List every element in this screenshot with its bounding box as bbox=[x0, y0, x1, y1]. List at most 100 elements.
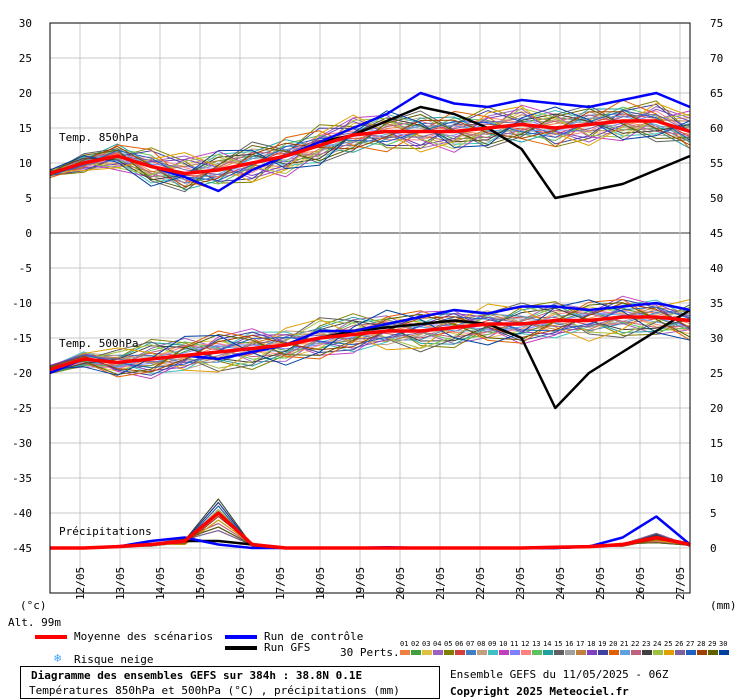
left-tick-label: -5 bbox=[19, 262, 32, 275]
pert-line-850 bbox=[49, 114, 691, 173]
pert-swatch bbox=[532, 650, 542, 655]
pert-label: 11 bbox=[510, 640, 519, 648]
pert-label: 26 bbox=[675, 640, 684, 648]
pert-swatch bbox=[554, 650, 564, 655]
left-tick-label: -10 bbox=[12, 297, 32, 310]
plot-frame bbox=[49, 22, 691, 594]
legend-snow-label: Risque neige bbox=[74, 653, 154, 666]
right-tick-label: 20 bbox=[710, 402, 723, 415]
pert-swatch bbox=[620, 650, 630, 655]
pert-label: 20 bbox=[609, 640, 618, 648]
chart-labels: 12/05 13/05 14/05 15/05 16/05 17/05 18/05 19/05… bbox=[8, 17, 737, 629]
pert-swatch bbox=[719, 650, 729, 655]
pert-label: 16 bbox=[565, 640, 574, 648]
pert-line-500 bbox=[49, 299, 691, 373]
left-tick-label: 25 bbox=[19, 52, 32, 65]
pert-line-500 bbox=[49, 307, 691, 373]
pert-label: 07 bbox=[466, 640, 475, 648]
pert-label: 18 bbox=[587, 640, 596, 648]
pert-label: 12 bbox=[521, 640, 530, 648]
right-tick-label: 15 bbox=[710, 437, 723, 450]
pert-swatch bbox=[477, 650, 487, 655]
pert-label: 05 bbox=[444, 640, 453, 648]
chart-grid bbox=[50, 22, 690, 593]
date-label: 14/05 bbox=[154, 567, 167, 600]
pert-label: 24 bbox=[653, 640, 662, 648]
date-label: 27/05 bbox=[674, 567, 687, 600]
pert-line-500 bbox=[49, 299, 691, 376]
chart-title: Diagramme des ensembles GEFS sur 384h : … bbox=[31, 669, 363, 682]
pert-swatch bbox=[686, 650, 696, 655]
right-axis-unit: (mm) bbox=[710, 599, 737, 612]
pert-line-850 bbox=[49, 113, 691, 181]
mean-line-precip bbox=[50, 511, 691, 550]
chart-subtitle: Températures 850hPa et 500hPa (°C) , pré… bbox=[29, 684, 400, 697]
pert-label: 01 bbox=[400, 640, 409, 648]
pert-swatch bbox=[422, 650, 432, 655]
pert-swatch bbox=[587, 650, 597, 655]
left-tick-label: -20 bbox=[12, 367, 32, 380]
pert-swatch bbox=[631, 650, 641, 655]
right-tick-label: 35 bbox=[710, 297, 723, 310]
left-tick-label: -30 bbox=[12, 437, 32, 450]
panel-label-500: Temp. 500hPa bbox=[59, 337, 138, 350]
legend-control-label: Run de contrôle bbox=[264, 630, 364, 643]
left-tick-label: -40 bbox=[12, 507, 32, 520]
perturbation-lines bbox=[49, 99, 691, 549]
left-tick-label: 5 bbox=[25, 192, 32, 205]
perts-label: 30 Perts. bbox=[340, 646, 400, 659]
pert-label: 23 bbox=[642, 640, 651, 648]
pert-swatch bbox=[543, 650, 553, 655]
date-label: 16/05 bbox=[234, 567, 247, 600]
legend-mean-swatch bbox=[35, 635, 67, 639]
pert-line-500 bbox=[49, 306, 691, 369]
pert-swatch bbox=[521, 650, 531, 655]
right-tick-label: 75 bbox=[710, 17, 723, 30]
pert-swatch bbox=[576, 650, 586, 655]
date-label: 24/05 bbox=[554, 567, 567, 600]
pert-swatch bbox=[444, 650, 454, 655]
pert-swatch bbox=[664, 650, 674, 655]
pert-swatch bbox=[411, 650, 421, 655]
pert-swatch bbox=[455, 650, 465, 655]
mean-line-850 bbox=[49, 119, 691, 176]
date-label: 20/05 bbox=[394, 567, 407, 600]
date-label: 17/05 bbox=[274, 567, 287, 600]
right-tick-label: 70 bbox=[710, 52, 723, 65]
info-box: Diagramme des ensembles GEFS sur 384h : … bbox=[20, 666, 440, 699]
pert-swatch bbox=[642, 650, 652, 655]
right-tick-label: 30 bbox=[710, 332, 723, 345]
left-tick-label: -35 bbox=[12, 472, 32, 485]
right-tick-label: 0 bbox=[710, 542, 717, 555]
pert-label: 21 bbox=[620, 640, 629, 648]
run-info: Ensemble GEFS du 11/05/2025 - 06Z bbox=[450, 668, 669, 681]
right-tick-label: 60 bbox=[710, 122, 723, 135]
right-tick-label: 10 bbox=[710, 472, 723, 485]
pert-swatch bbox=[653, 650, 663, 655]
pert-label: 13 bbox=[532, 640, 541, 648]
date-label: 23/05 bbox=[514, 567, 527, 600]
pert-swatch bbox=[499, 650, 509, 655]
pert-line-850 bbox=[49, 102, 691, 183]
right-tick-label: 40 bbox=[710, 262, 723, 275]
pert-swatch bbox=[609, 650, 619, 655]
right-tick-label: 45 bbox=[710, 227, 723, 240]
left-tick-label: -25 bbox=[12, 402, 32, 415]
pert-label: 08 bbox=[477, 640, 486, 648]
right-tick-label: 25 bbox=[710, 367, 723, 380]
pert-swatch bbox=[675, 650, 685, 655]
pert-label: 22 bbox=[631, 640, 640, 648]
left-tick-label: 30 bbox=[19, 17, 32, 30]
pert-line-850 bbox=[49, 120, 691, 175]
date-label: 22/05 bbox=[474, 567, 487, 600]
left-tick-label: 0 bbox=[25, 227, 32, 240]
pert-label: 10 bbox=[499, 640, 508, 648]
left-tick-label: 10 bbox=[19, 157, 32, 170]
left-tick-label: 15 bbox=[19, 122, 32, 135]
pert-swatch bbox=[708, 650, 718, 655]
pert-label: 14 bbox=[543, 640, 552, 648]
left-tick-label: 20 bbox=[19, 87, 32, 100]
pert-label: 03 bbox=[422, 640, 431, 648]
pert-line-850 bbox=[49, 104, 691, 178]
